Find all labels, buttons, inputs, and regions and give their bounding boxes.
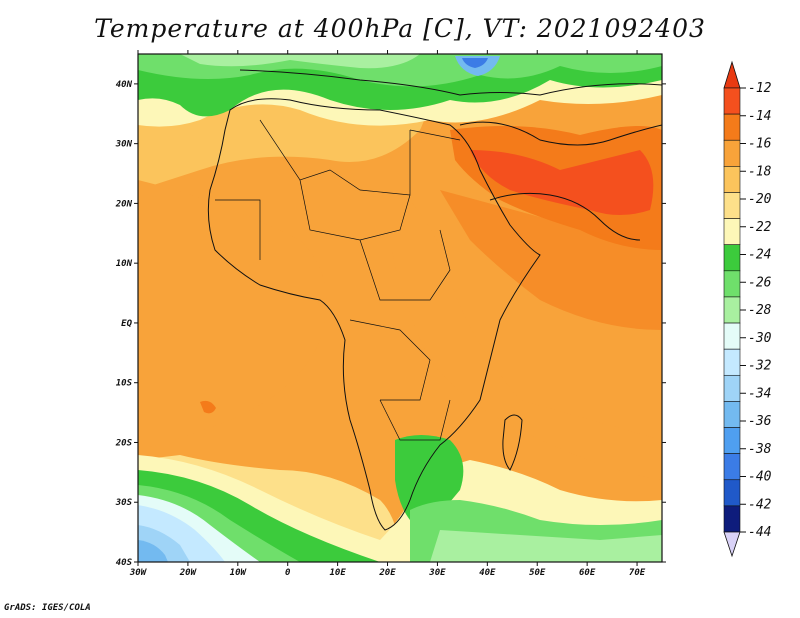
border-4 xyxy=(349,319,431,401)
lat-tick-label: 30S xyxy=(115,498,133,508)
colorbar-label: -38 xyxy=(748,442,772,457)
colorbar-swatch xyxy=(723,348,741,376)
border-3 xyxy=(359,229,451,301)
colorbar: -12 -14 -16 -18 -20 -22 -24 -26 -28 -30 -32 -34 -36 -… xyxy=(723,60,772,558)
field-band-minus16-west xyxy=(138,180,327,450)
colorbar-label: -20 xyxy=(748,192,772,207)
temperature-field xyxy=(138,54,662,562)
colorbar-swatch xyxy=(723,296,741,324)
colorbar-label: -28 xyxy=(748,303,772,318)
field-band-minus28-south xyxy=(430,530,662,562)
map-frame xyxy=(137,53,663,563)
colorbar-label: -22 xyxy=(748,220,772,235)
colorbar-label: -32 xyxy=(748,359,772,374)
colorbar-bottom-arrow xyxy=(723,531,741,558)
coastlines xyxy=(207,69,662,531)
colorbar-swatch xyxy=(723,322,741,350)
lat-tick-label: 10S xyxy=(116,379,133,389)
colorbar-swatch xyxy=(723,270,741,298)
colorbar-label: -14 xyxy=(748,109,771,124)
lat-tick-label: 10N xyxy=(116,259,133,269)
border-5 xyxy=(379,399,451,441)
arabia-coast xyxy=(489,192,641,241)
field-cold-core-north xyxy=(462,58,488,68)
lon-tick-label: 0 xyxy=(285,568,291,578)
lon-tick-label: 20W xyxy=(179,568,198,578)
colorbar-swatch xyxy=(723,401,741,428)
colorbar-swatch xyxy=(723,87,741,115)
colorbar-swatch xyxy=(723,244,741,272)
colorbar-swatch xyxy=(723,453,741,481)
europe-coast xyxy=(239,69,662,96)
latitude-axis: 40N 30N 20N 10N EQ 10S 20S 30S 40S xyxy=(115,80,666,568)
lat-tick-label: 30N xyxy=(115,140,133,150)
lat-tick-label: 40N xyxy=(116,80,133,90)
colorbar-swatch xyxy=(723,505,741,533)
borders xyxy=(215,119,461,441)
lon-tick-label: 30E xyxy=(428,568,446,578)
colorbar-label: -26 xyxy=(748,275,772,290)
africa-coast xyxy=(207,98,541,531)
colorbar-label: -40 xyxy=(748,470,772,485)
lat-tick-label: 20N xyxy=(115,199,133,209)
longitude-axis: 30W 20W 10W 0 10E 20E 30E 40E 50E 60E 70E xyxy=(129,50,646,578)
madagascar-coast xyxy=(502,414,523,471)
border-7 xyxy=(215,199,261,260)
lon-tick-label: 20E xyxy=(378,568,396,578)
colorbar-swatch xyxy=(723,192,741,219)
lon-tick-label: 70E xyxy=(629,568,646,578)
colorbar-label: -34 xyxy=(748,386,771,401)
lon-tick-label: 40E xyxy=(479,568,496,578)
field-band-minus24-southafrica xyxy=(395,435,464,530)
lon-tick-label: 10W xyxy=(230,568,248,578)
colorbar-swatch xyxy=(723,427,741,454)
colorbar-label: -16 xyxy=(748,137,772,152)
colorbar-swatch xyxy=(723,166,741,193)
border-1 xyxy=(259,119,411,196)
asia-coast xyxy=(459,121,662,146)
lat-tick-label: 40S xyxy=(116,558,133,568)
field-band-minus36-southwest xyxy=(138,540,168,562)
lon-tick-label: 50E xyxy=(529,568,546,578)
colorbar-label: -18 xyxy=(748,164,772,179)
field-band-minus12 xyxy=(470,150,654,215)
chart-title: Temperature at 400hPa [C], VT: 202109240… xyxy=(94,14,706,43)
lon-tick-label: 10E xyxy=(329,568,346,578)
colorbar-label: -12 xyxy=(748,81,772,96)
colorbar-label: -42 xyxy=(748,497,772,512)
field-band-minus14-indian xyxy=(440,190,662,330)
colorbar-swatch xyxy=(723,218,741,246)
field-band-minus16-east xyxy=(390,190,662,480)
field-band-minus28-north xyxy=(180,54,420,69)
lat-tick-label: EQ xyxy=(121,319,132,329)
colorbar-label: -30 xyxy=(748,331,772,346)
grads-credit: GrADS: IGES/COLA xyxy=(4,603,91,613)
colorbar-label: -24 xyxy=(748,248,771,263)
border-6 xyxy=(409,129,461,141)
colorbar-label: -36 xyxy=(748,414,772,429)
colorbar-swatch xyxy=(723,374,741,402)
lon-tick-label: 60E xyxy=(579,568,596,578)
field-warm-spot-atlantic xyxy=(200,400,216,414)
colorbar-swatch xyxy=(723,139,741,167)
colorbar-top-arrow xyxy=(723,60,741,89)
colorbar-swatch xyxy=(723,113,741,141)
colorbar-label: -44 xyxy=(748,525,771,540)
lon-tick-label: 30W xyxy=(129,568,148,578)
colorbar-swatch xyxy=(723,479,741,507)
lat-tick-label: 20S xyxy=(115,438,133,448)
